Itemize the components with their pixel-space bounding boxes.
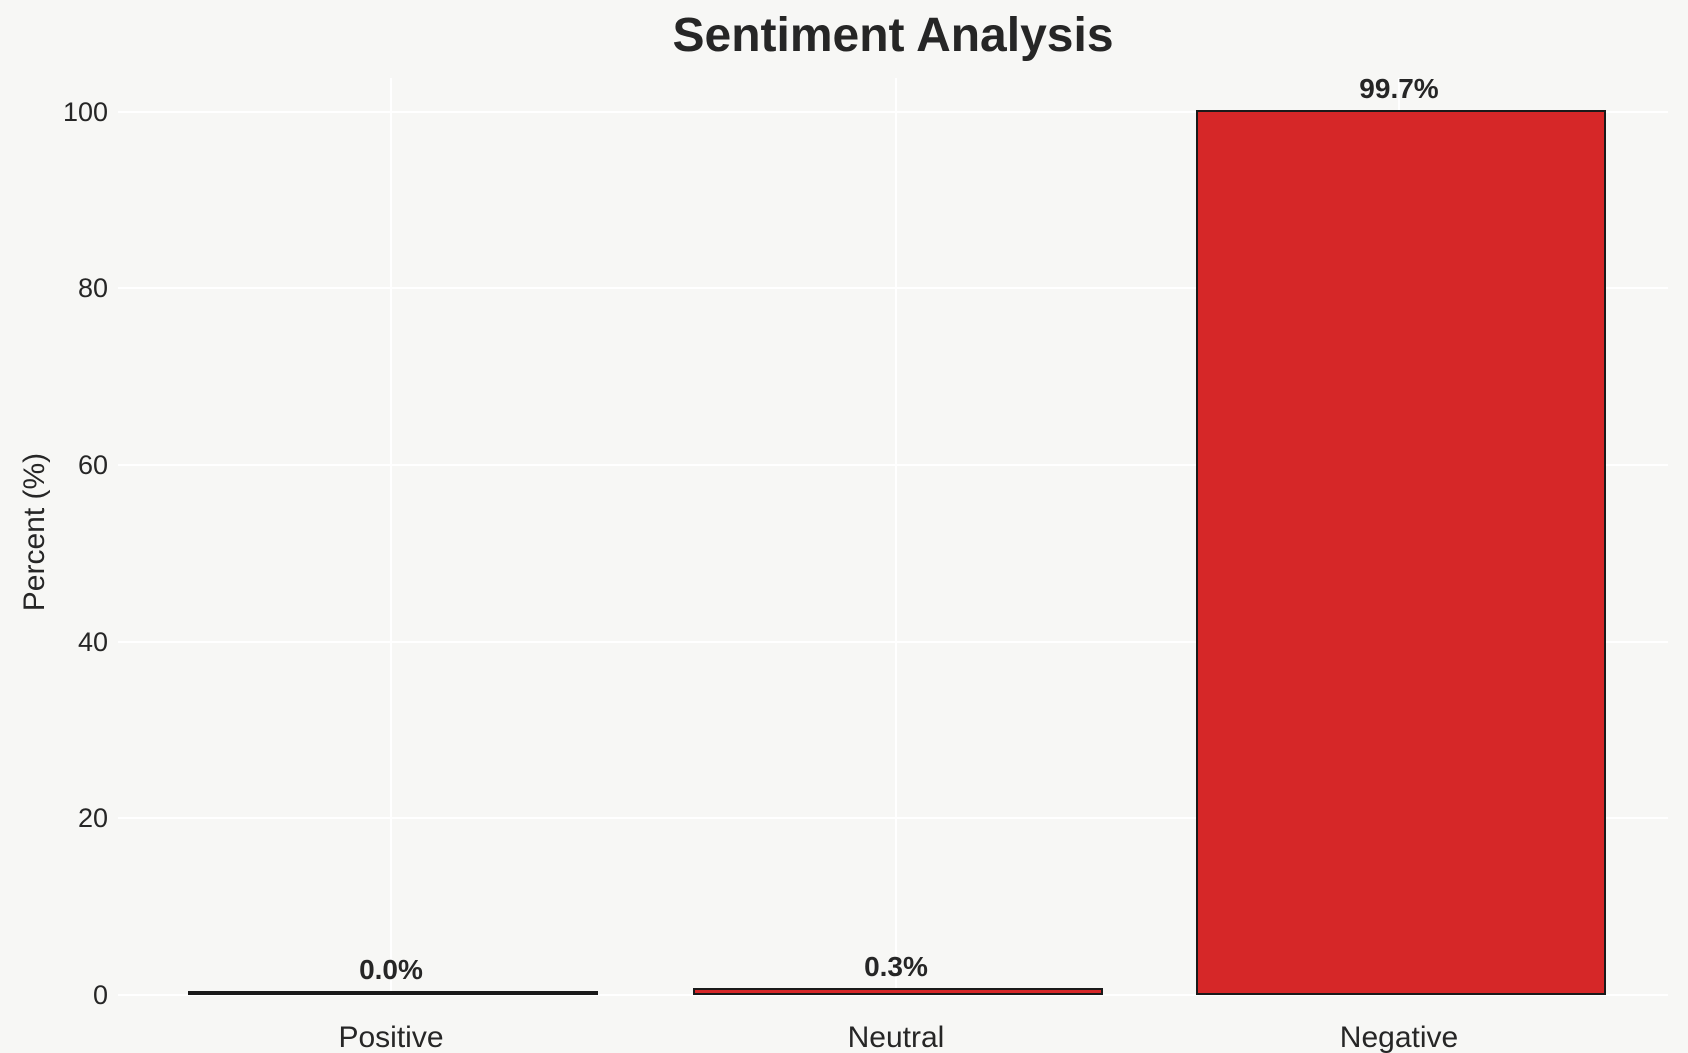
bar-value-label: 99.7% <box>1359 73 1439 105</box>
h-gridline <box>118 110 1668 113</box>
x-tick-label-positive: Positive <box>338 1021 444 1053</box>
bar-positive <box>188 991 598 995</box>
v-gridline <box>390 78 392 995</box>
h-gridline <box>118 287 1668 290</box>
y-tick-label: 60 <box>77 449 108 480</box>
bar-negative <box>1196 110 1606 995</box>
h-gridline <box>118 640 1668 643</box>
bar-value-label: 0.0% <box>359 954 423 985</box>
plot-area <box>118 78 1668 996</box>
y-tick-label: 100 <box>62 96 108 127</box>
y-tick-label: 80 <box>77 273 108 304</box>
x-tick-label-neutral: Neutral <box>847 1021 945 1053</box>
x-tick-label-negative: Negative <box>1339 1021 1459 1053</box>
h-gridline <box>118 463 1668 466</box>
chart-title: Sentiment Analysis <box>672 9 1114 62</box>
bar-value-label: 0.3% <box>864 951 928 983</box>
h-gridline <box>118 994 1668 996</box>
v-gridline <box>895 78 897 995</box>
y-tick-label: 0 <box>92 980 108 1010</box>
y-tick-label: 20 <box>77 803 108 834</box>
bar-neutral <box>693 988 1103 995</box>
y-tick-label: 40 <box>77 626 108 657</box>
h-gridline <box>118 817 1668 820</box>
